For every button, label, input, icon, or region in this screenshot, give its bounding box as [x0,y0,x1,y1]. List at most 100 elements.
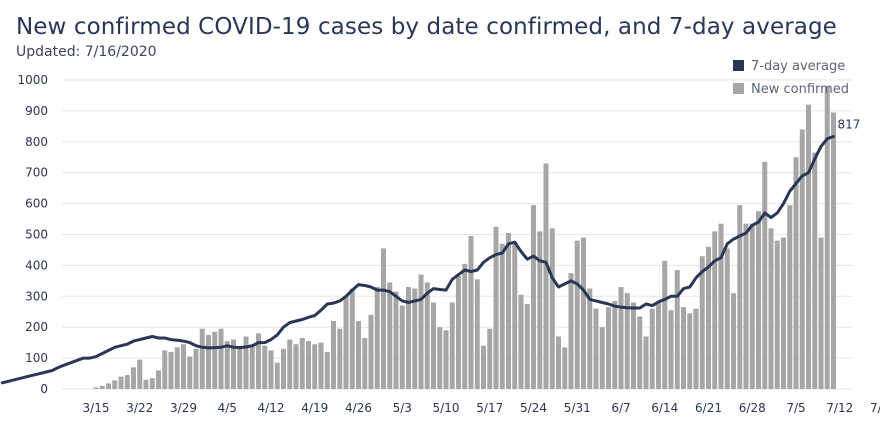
y-tick-label: 700 [25,166,48,180]
end-value-label: 817 [838,118,861,132]
bar-new-confirmed [437,327,443,389]
bar-new-confirmed [306,341,311,389]
bar-new-confirmed [556,336,561,389]
bar-new-confirmed [612,300,618,389]
bar-new-confirmed [287,339,293,389]
bar-new-confirmed [374,287,380,389]
bar-new-confirmed [262,345,268,389]
bar-new-confirmed [831,112,836,389]
y-tick-label: 100 [25,351,48,365]
bar-new-confirmed [206,334,211,389]
bar-new-confirmed [349,288,355,389]
x-tick-label: 7/19 [870,401,880,415]
bar-new-confirmed [431,302,436,389]
bar-new-confirmed [343,296,349,389]
legend-label-new-confirmed: New confirmed [751,82,849,97]
bar-new-confirmed [137,359,143,389]
bar-new-confirmed [256,333,261,389]
x-axis: 3/15 3/22 3/29 4/5 4/12 4/19 4/26 5/3 5/10 5/17 5/… [83,401,880,415]
bar-new-confirmed [399,305,405,389]
bar-new-confirmed [237,347,243,389]
legend-swatch-7-day-average [733,60,744,71]
bar-new-confirmed [631,302,636,389]
bar-new-confirmed [781,237,786,389]
bar-new-confirmed [187,356,193,389]
bar-new-confirmed [681,307,686,389]
bar-new-confirmed [149,378,155,389]
x-tick-label: 6/14 [651,401,678,415]
bar-new-confirmed [131,367,136,389]
bar-new-confirmed [274,362,280,389]
x-tick-label: 4/5 [218,401,237,415]
chart-subtitle: Updated: 7/16/2020 [16,44,157,60]
x-tick-label: 7/5 [786,401,805,415]
bar-new-confirmed [449,302,455,389]
bar-new-confirmed [618,287,624,389]
bar-new-confirmed [581,237,586,389]
bar-new-confirmed [368,314,374,389]
bar-new-confirmed [812,152,818,389]
bar-new-confirmed [624,293,630,389]
bar-new-confirmed [281,348,286,389]
x-tick-label: 3/22 [126,401,153,415]
bar-new-confirmed [568,273,574,389]
bar-new-confirmed [93,387,99,389]
bar-new-confirmed [593,308,599,389]
bar-new-confirmed [174,347,180,389]
bar-new-confirmed [587,288,593,389]
bar-new-confirmed [743,223,749,389]
y-tick-label: 900 [25,104,48,118]
bar-new-confirmed [212,331,218,389]
x-tick-label: 4/12 [258,401,285,415]
bar-new-confirmed [243,336,249,389]
bar-new-confirmed [787,205,793,389]
bar-new-confirmed [549,228,555,389]
bar-new-confirmed [331,321,336,389]
y-tick-label: 200 [25,320,48,334]
bar-new-confirmed [687,313,693,389]
bar-new-confirmed [418,274,424,389]
bar-new-confirmed [499,243,505,389]
bar-new-confirmed [337,328,343,389]
bar-new-confirmed [668,310,674,389]
bar-new-confirmed [731,293,736,389]
x-tick-label: 5/17 [476,401,503,415]
bar-new-confirmed [699,256,705,389]
bar-new-confirmed [162,350,168,389]
y-tick-label: 300 [25,289,48,303]
bar-new-confirmed [406,287,411,389]
y-tick-label: 1000 [17,73,48,87]
bar-new-confirmed [706,246,711,389]
bar-new-confirmed [824,86,830,390]
bar-new-confirmed [268,350,274,389]
seven-day-average-line [0,135,835,385]
bar-new-confirmed [318,342,324,389]
bar-new-confirmed [737,205,743,389]
bar-new-confirmed [756,211,761,389]
bar-new-confirmed [112,380,118,389]
bar-new-confirmed [599,327,605,389]
x-tick-label: 6/28 [739,401,766,415]
x-tick-label: 3/15 [83,401,110,415]
x-tick-label: 3/29 [170,401,197,415]
bar-new-confirmed [456,276,461,389]
bar-new-confirmed [637,316,643,389]
bar-new-confirmed [606,307,611,389]
legend-label-7-day-average: 7-day average [751,59,845,74]
bar-new-confirmed [387,282,393,389]
bar-new-confirmed [662,260,668,389]
bar-new-confirmed [106,383,111,389]
bar-new-confirmed [143,379,149,389]
bar-new-confirmed [393,291,399,389]
x-tick-label: 5/10 [433,401,460,415]
bar-new-confirmed [324,351,330,389]
bar-new-confirmed [712,231,718,389]
bar-new-confirmed [724,248,730,389]
bar-new-confirmed [181,344,186,389]
x-tick-label: 5/3 [393,401,412,415]
x-tick-label: 5/24 [520,401,547,415]
bar-new-confirmed [224,341,230,389]
bar-new-confirmed [443,330,449,389]
bar-new-confirmed [362,338,368,389]
